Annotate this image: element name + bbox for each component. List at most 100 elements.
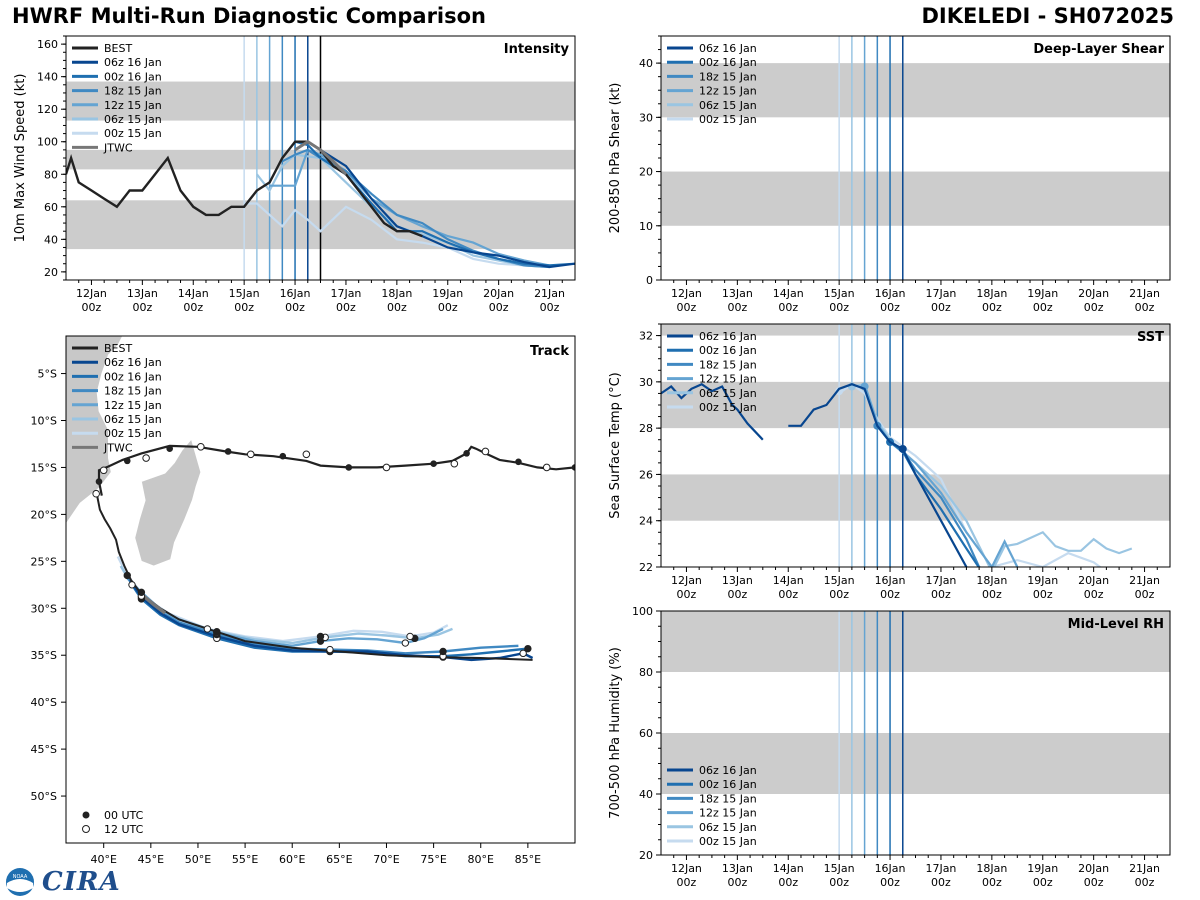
x-tick-label: 00z xyxy=(880,876,900,889)
series-line-12z-15-Jan xyxy=(269,148,550,267)
legend-label: 06z 16 Jan xyxy=(104,356,162,369)
track-point-00utc xyxy=(166,445,173,452)
y-tick-label: 20°S xyxy=(31,508,57,521)
legend-label: 06z 16 Jan xyxy=(699,764,757,777)
x-tick-label: 00z xyxy=(183,301,203,314)
x-tick-label: 00z xyxy=(727,588,747,601)
panel-title: Track xyxy=(530,344,569,359)
track-point-12utc xyxy=(302,450,311,459)
x-tick-label: 75°E xyxy=(420,853,446,866)
x-tick-label: 00z xyxy=(82,301,102,314)
threshold-band xyxy=(661,63,1170,118)
legend-label: 00z 15 Jan xyxy=(699,113,757,126)
track-point-00utc xyxy=(571,464,575,471)
x-tick-label: 21Jan xyxy=(1129,862,1160,875)
legend-label: JTWC xyxy=(103,141,133,154)
x-tick-label: 13Jan xyxy=(722,862,753,875)
track-point-00utc xyxy=(137,588,146,597)
y-tick-label: 40 xyxy=(44,233,58,246)
legend-label: 18z 15 Jan xyxy=(699,70,757,83)
x-tick-label: 13Jan xyxy=(722,574,753,587)
legend-label: 06z 15 Jan xyxy=(104,413,162,426)
x-tick-label: 18Jan xyxy=(976,574,1007,587)
track-point-12utc xyxy=(99,466,108,475)
track-run-00z-15-Jan xyxy=(116,556,449,643)
x-tick-label: 21Jan xyxy=(1129,287,1160,300)
y-tick-label: 50°S xyxy=(31,790,57,803)
x-tick-label: 15Jan xyxy=(229,287,260,300)
track-point-00utc xyxy=(345,464,353,471)
legend-label: 06z 15 Jan xyxy=(699,99,757,112)
y-tick-label: 30 xyxy=(639,376,653,389)
x-tick-label: 21Jan xyxy=(1129,574,1160,587)
track-point-12utc xyxy=(401,639,410,647)
y-tick-label: 28 xyxy=(639,422,653,435)
x-tick-label: 00z xyxy=(234,301,254,314)
storm-id-title: DIKELEDI - SH072025 xyxy=(921,4,1174,28)
x-tick-label: 15Jan xyxy=(824,287,855,300)
track-point-12utc xyxy=(481,447,490,456)
x-tick-label: 00z xyxy=(540,301,560,314)
sst-panel: 12Jan00z13Jan00z14Jan00z15Jan00z16Jan00z… xyxy=(608,323,1171,601)
y-tick-label: 45°S xyxy=(31,743,57,756)
x-tick-label: 13Jan xyxy=(127,287,158,300)
track-point-00utc xyxy=(524,644,532,653)
noaa-logo-icon: NOAA xyxy=(6,868,34,896)
x-tick-label: 00z xyxy=(727,301,747,314)
y-tick-label: 5°S xyxy=(38,368,57,381)
cira-logo-text: CIRA xyxy=(42,867,121,897)
track-point-00utc xyxy=(279,452,287,460)
track-point-00utc xyxy=(224,448,232,455)
track-point-00utc xyxy=(123,571,131,580)
y-tick-label: 35°S xyxy=(31,649,57,662)
panel-title: Deep-Layer Shear xyxy=(1033,42,1164,57)
x-tick-label: 15Jan xyxy=(824,574,855,587)
x-tick-label: 18Jan xyxy=(976,287,1007,300)
x-tick-label: 19Jan xyxy=(1027,287,1058,300)
y-tick-label: 30 xyxy=(639,111,653,124)
x-tick-label: 00z xyxy=(880,301,900,314)
track-point-00utc xyxy=(430,460,437,467)
madagascar-landmass xyxy=(134,438,202,567)
x-tick-label: 20Jan xyxy=(483,287,514,300)
best-track-line xyxy=(66,140,423,238)
legend-label: 00z 15 Jan xyxy=(699,835,757,848)
x-tick-label: 17Jan xyxy=(925,862,956,875)
x-tick-label: 00z xyxy=(829,876,849,889)
panel-title: Mid-Level RH xyxy=(1068,617,1164,632)
x-tick-label: 00z xyxy=(778,876,798,889)
x-tick-label: 14Jan xyxy=(773,862,804,875)
track-point-00utc xyxy=(316,632,325,641)
x-tick-label: 13Jan xyxy=(722,287,753,300)
y-tick-label: 15°S xyxy=(31,461,57,474)
x-tick-label: 15Jan xyxy=(824,862,855,875)
legend-label: BEST xyxy=(104,42,132,55)
data-lines xyxy=(66,139,575,269)
x-tick-label: 19Jan xyxy=(432,287,463,300)
track-lines xyxy=(92,442,575,662)
x-tick-label: 16Jan xyxy=(875,862,906,875)
x-tick-label: 20Jan xyxy=(1078,574,1109,587)
y-tick-label: 60 xyxy=(44,201,58,214)
x-tick-label: 14Jan xyxy=(178,287,209,300)
x-tick-label: 21Jan xyxy=(534,287,565,300)
threshold-band xyxy=(661,733,1170,794)
y-tick-label: 40°S xyxy=(31,696,57,709)
legend-label: 00z 15 Jan xyxy=(104,427,162,440)
threshold-band xyxy=(661,171,1170,226)
series-line-06z-16-Jan xyxy=(307,140,575,269)
x-tick-label: 00z xyxy=(931,588,951,601)
x-tick-label: 00z xyxy=(982,876,1002,889)
y-axis-label: 200-850 hPa Shear (kt) xyxy=(608,83,623,234)
x-tick-label: 20Jan xyxy=(1078,287,1109,300)
intensity-panel: 12Jan00z13Jan00z14Jan00z15Jan00z16Jan00z… xyxy=(13,35,576,314)
x-tick-label: 16Jan xyxy=(875,574,906,587)
x-tick-label: 00z xyxy=(1084,301,1104,314)
marker-legend-00utc-icon xyxy=(82,811,90,819)
x-tick-label: 00z xyxy=(438,301,458,314)
y-tick-label: 0 xyxy=(646,274,653,287)
init-point xyxy=(898,444,907,453)
track-point-12utc xyxy=(128,581,136,589)
x-tick-label: 00z xyxy=(829,588,849,601)
